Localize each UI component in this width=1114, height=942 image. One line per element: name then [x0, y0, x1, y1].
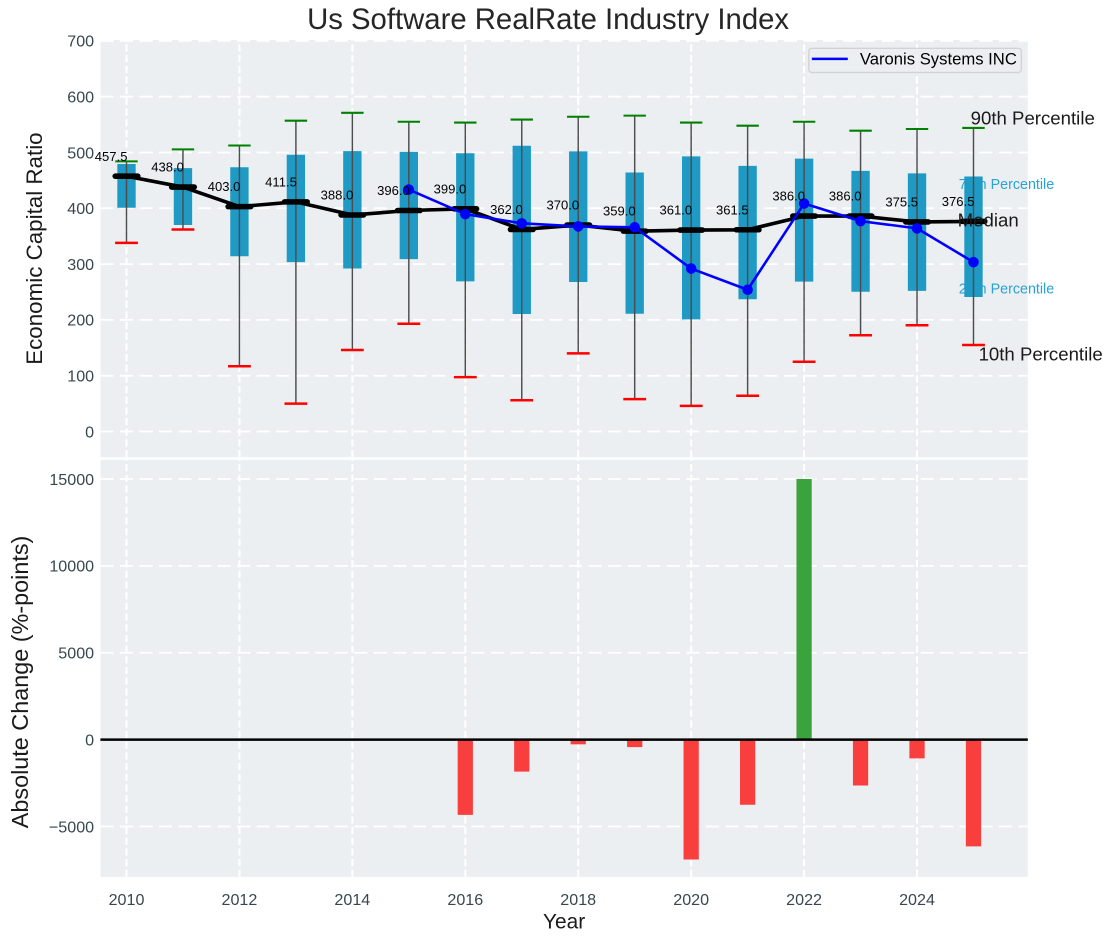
- svg-text:Absolute Change (%-points): Absolute Change (%-points): [7, 536, 33, 829]
- svg-text:375.5: 375.5: [885, 195, 918, 210]
- svg-text:100: 100: [67, 368, 94, 386]
- svg-text:200: 200: [67, 312, 94, 330]
- svg-text:2016: 2016: [447, 891, 483, 909]
- svg-text:370.0: 370.0: [547, 198, 580, 213]
- svg-text:359.0: 359.0: [603, 204, 636, 219]
- svg-text:Median: Median: [958, 209, 1019, 230]
- svg-text:386.0: 386.0: [829, 189, 862, 204]
- svg-text:300: 300: [67, 256, 94, 274]
- svg-text:0: 0: [85, 423, 94, 441]
- svg-text:361.0: 361.0: [659, 203, 692, 218]
- svg-text:2024: 2024: [899, 891, 935, 909]
- svg-text:10th Percentile: 10th Percentile: [979, 343, 1103, 364]
- svg-text:2022: 2022: [786, 891, 822, 909]
- svg-text:396.0: 396.0: [377, 183, 410, 198]
- svg-text:2014: 2014: [334, 891, 370, 909]
- svg-text:700: 700: [67, 33, 94, 51]
- svg-text:403.0: 403.0: [208, 179, 241, 194]
- svg-text:Economic Capital Ratio: Economic Capital Ratio: [22, 132, 47, 364]
- svg-text:2018: 2018: [560, 891, 596, 909]
- svg-text:400: 400: [67, 200, 94, 218]
- svg-text:411.5: 411.5: [265, 174, 297, 189]
- svg-text:386.0: 386.0: [772, 189, 805, 204]
- svg-text:5000: 5000: [58, 645, 94, 663]
- svg-text:361.5: 361.5: [716, 202, 749, 217]
- svg-text:10000: 10000: [49, 558, 94, 576]
- svg-text:600: 600: [67, 88, 94, 106]
- svg-text:362.0: 362.0: [490, 202, 523, 217]
- svg-text:399.0: 399.0: [434, 181, 467, 196]
- svg-text:457.5: 457.5: [95, 149, 128, 164]
- svg-text:2020: 2020: [673, 891, 709, 909]
- svg-text:90th Percentile: 90th Percentile: [971, 108, 1095, 129]
- svg-text:438.0: 438.0: [151, 160, 184, 175]
- svg-text:388.0: 388.0: [321, 188, 354, 203]
- svg-text:2010: 2010: [109, 891, 145, 909]
- svg-text:2012: 2012: [222, 891, 258, 909]
- svg-text:Us Software RealRate Industry: Us Software RealRate Industry Index: [307, 3, 789, 36]
- svg-text:−5000: −5000: [49, 818, 94, 836]
- svg-text:500: 500: [67, 144, 94, 162]
- svg-text:Year: Year: [543, 910, 585, 933]
- svg-text:0: 0: [85, 731, 94, 749]
- svg-text:Varonis Systems INC: Varonis Systems INC: [860, 50, 1017, 69]
- svg-text:15000: 15000: [49, 471, 94, 489]
- svg-text:376.5: 376.5: [942, 194, 975, 209]
